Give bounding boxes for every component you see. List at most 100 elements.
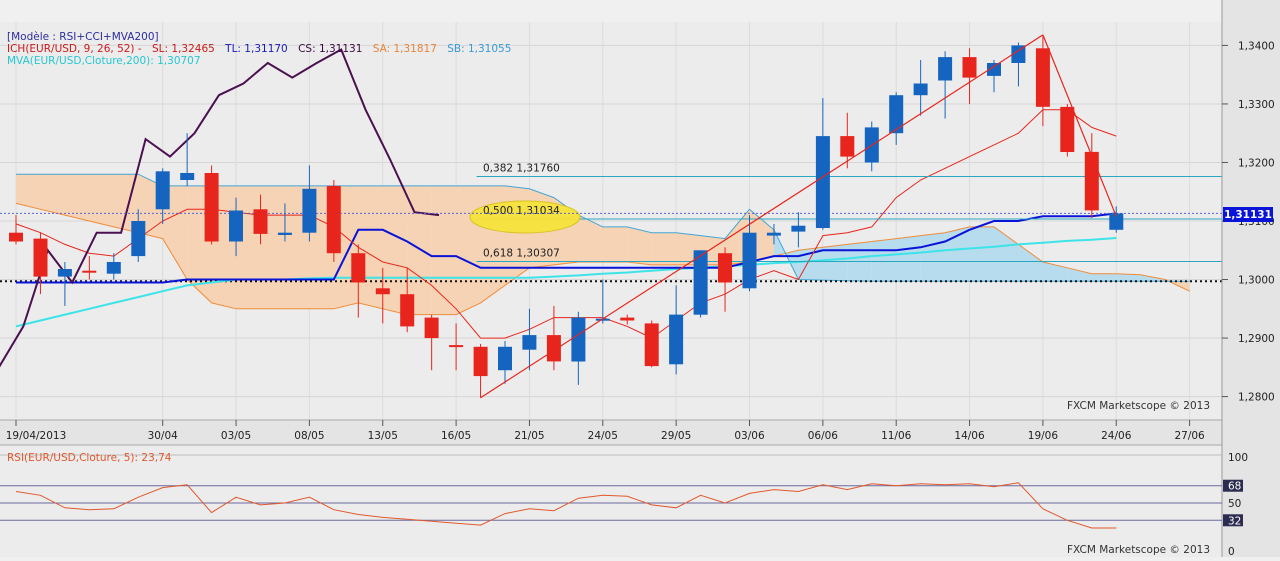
ichimoku-cloud-segment bbox=[64, 174, 90, 221]
candle-body bbox=[57, 269, 72, 277]
x-axis-label: 21/05 bbox=[514, 430, 544, 442]
candle-body bbox=[277, 232, 292, 235]
candle-body bbox=[840, 136, 855, 157]
rsi-axis-label: 0 bbox=[1228, 546, 1235, 557]
y-axis-label: 1,3000 bbox=[1238, 275, 1275, 287]
current-price-label: 1,31131 bbox=[1224, 209, 1272, 221]
x-axis-label: 27/06 bbox=[1174, 430, 1205, 442]
candle-body bbox=[106, 262, 121, 274]
model-label: [Modèle : RSI+CCI+MVA200] bbox=[7, 31, 159, 43]
ichimoku-cloud-segment bbox=[89, 174, 114, 227]
mva200-line bbox=[15, 237, 1117, 328]
ichimoku-cloud-segment bbox=[456, 185, 481, 315]
x-axis-label: 29/05 bbox=[661, 430, 691, 442]
candle-body bbox=[473, 346, 488, 377]
candle-body bbox=[180, 173, 195, 180]
candle-body bbox=[644, 323, 659, 367]
candle-body bbox=[571, 317, 586, 362]
fib-label: 0,500 1,31034 bbox=[483, 205, 560, 217]
rsi-axis-label: 32 bbox=[1228, 515, 1241, 527]
y-axis-label: 1,3300 bbox=[1238, 99, 1275, 111]
candle-body bbox=[9, 232, 23, 242]
candle-body bbox=[424, 317, 439, 339]
ichimoku-cloud-segment bbox=[1091, 273, 1117, 282]
candle-body bbox=[229, 210, 243, 242]
candle-body bbox=[620, 317, 635, 321]
candle-body bbox=[669, 314, 684, 365]
candle-body bbox=[82, 270, 97, 273]
ich-tl: TL: 1,31170 bbox=[224, 43, 288, 55]
candle-body bbox=[962, 57, 977, 78]
candle-body bbox=[33, 238, 48, 277]
fib-label: 0,382 1,31760 bbox=[483, 163, 560, 175]
y-axis-label: 1,2900 bbox=[1238, 333, 1275, 345]
ichimoku-cloud-segment bbox=[945, 226, 970, 282]
x-axis-label: 19/04/2013 bbox=[6, 430, 67, 442]
x-axis-label: 19/06 bbox=[1028, 430, 1059, 442]
ichimoku-cloud-segment bbox=[40, 174, 65, 216]
candle-body bbox=[1035, 48, 1050, 107]
ichimoku-cloud-segment bbox=[602, 226, 628, 262]
rsi-axis-label: 100 bbox=[1228, 452, 1248, 464]
candle-body bbox=[1109, 213, 1124, 230]
ichimoku-cloud-segment bbox=[260, 185, 285, 309]
candle-body bbox=[522, 335, 537, 350]
candle-body bbox=[791, 225, 806, 232]
ichimoku-cloud-segment bbox=[382, 185, 408, 315]
candle-body bbox=[595, 318, 610, 321]
tenkan-line bbox=[15, 109, 1117, 339]
rsi-axis-badge bbox=[1223, 479, 1243, 492]
ichimoku-cloud-segment bbox=[578, 215, 603, 262]
ichimoku-cloud-segment bbox=[431, 185, 457, 315]
candle-body bbox=[131, 221, 146, 257]
y-axis-label: 1,2800 bbox=[1238, 392, 1275, 404]
rsi-axis-badge bbox=[1223, 514, 1243, 527]
candle-body bbox=[546, 335, 561, 362]
watermark-rsi: FXCM Marketscope © 2013 bbox=[1067, 544, 1210, 556]
x-axis-label: 30/04 bbox=[148, 430, 179, 442]
ich-cs: CS: 1,31131 bbox=[298, 43, 362, 55]
candle-body bbox=[351, 253, 366, 283]
current-price-tag: 1,31131 bbox=[1223, 207, 1273, 222]
x-axis-label: 14/06 bbox=[954, 430, 985, 442]
candle-body bbox=[302, 188, 317, 233]
ichimoku-cloud-segment bbox=[407, 185, 432, 315]
candle-body bbox=[718, 253, 732, 283]
ichimoku-cloud-segment bbox=[969, 226, 994, 282]
ich-sb: SB: 1,31055 bbox=[447, 43, 511, 55]
candle-body bbox=[1011, 45, 1026, 63]
candle-body bbox=[155, 171, 170, 210]
rsi-title: RSI(EUR/USD,Cloture, 5): 23,74 bbox=[7, 452, 172, 464]
x-axis-label: 06/06 bbox=[808, 430, 839, 442]
watermark-price: FXCM Marketscope © 2013 bbox=[1067, 400, 1210, 412]
candle-body bbox=[693, 250, 708, 315]
x-axis-label: 16/05 bbox=[441, 430, 471, 442]
candle-body bbox=[498, 346, 512, 371]
rsi-axis-label: 50 bbox=[1228, 498, 1241, 510]
ich-prefix: ICH(EUR/USD, 9, 26, 52) - bbox=[7, 43, 142, 55]
candle-body bbox=[815, 136, 830, 228]
candle-body bbox=[742, 232, 757, 289]
ich-sl: SL: 1,32465 bbox=[152, 43, 215, 55]
x-axis-label: 24/05 bbox=[588, 430, 618, 442]
candle-body bbox=[766, 232, 781, 236]
candle-body bbox=[375, 288, 390, 295]
candle-body bbox=[987, 63, 1001, 76]
x-axis-label: 03/06 bbox=[734, 430, 765, 442]
fib-label: 0,618 1,30307 bbox=[483, 248, 560, 260]
fib-highlight bbox=[469, 200, 581, 234]
x-axis-label: 11/06 bbox=[881, 430, 912, 442]
candle-body bbox=[938, 57, 953, 81]
candle-body bbox=[1084, 151, 1099, 211]
candle-body bbox=[449, 345, 464, 348]
rsi-line bbox=[15, 482, 1117, 529]
x-axis-label: 24/06 bbox=[1101, 430, 1132, 442]
ichimoku-cloud-segment bbox=[1018, 244, 1043, 282]
trend-line bbox=[1042, 34, 1117, 217]
y-axis-label: 1,3200 bbox=[1238, 157, 1275, 169]
candle-body bbox=[889, 95, 904, 134]
ich-sa: SA: 1,31817 bbox=[373, 43, 437, 55]
x-axis-label: 13/05 bbox=[368, 430, 398, 442]
mva-legend: MVA(EUR/USD,Cloture,200): 1,30707 bbox=[7, 55, 201, 67]
candle-body bbox=[913, 83, 928, 96]
